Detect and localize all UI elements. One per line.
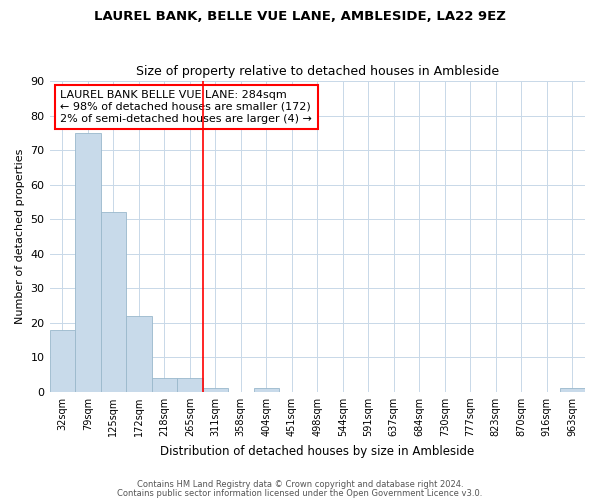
Text: Contains public sector information licensed under the Open Government Licence v3: Contains public sector information licen… [118, 488, 482, 498]
Text: Contains HM Land Registry data © Crown copyright and database right 2024.: Contains HM Land Registry data © Crown c… [137, 480, 463, 489]
Bar [126, 316, 152, 392]
Bar [203, 388, 228, 392]
Title: Size of property relative to detached houses in Ambleside: Size of property relative to detached ho… [136, 66, 499, 78]
X-axis label: Distribution of detached houses by size in Ambleside: Distribution of detached houses by size … [160, 444, 475, 458]
Y-axis label: Number of detached properties: Number of detached properties [15, 148, 25, 324]
Text: LAUREL BANK BELLE VUE LANE: 284sqm
← 98% of detached houses are smaller (172)
2%: LAUREL BANK BELLE VUE LANE: 284sqm ← 98%… [60, 90, 312, 124]
Bar [254, 388, 279, 392]
Bar [101, 212, 126, 392]
Bar [560, 388, 585, 392]
Text: LAUREL BANK, BELLE VUE LANE, AMBLESIDE, LA22 9EZ: LAUREL BANK, BELLE VUE LANE, AMBLESIDE, … [94, 10, 506, 23]
Bar [152, 378, 177, 392]
Bar [177, 378, 203, 392]
Bar [50, 330, 75, 392]
Bar [75, 133, 101, 392]
